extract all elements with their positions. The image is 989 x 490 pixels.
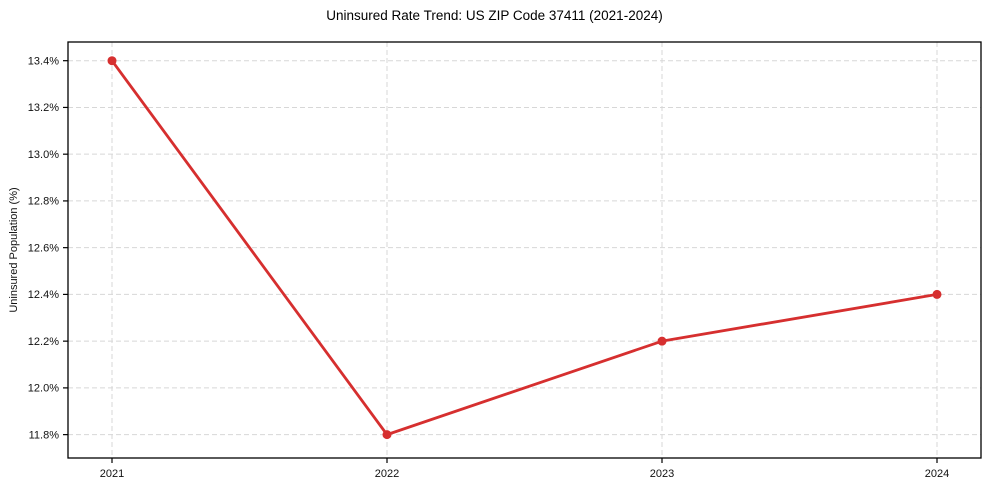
trend-line bbox=[110, 59, 939, 437]
x-tick-label: 2024 bbox=[925, 468, 949, 480]
data-point-2024 bbox=[932, 289, 942, 299]
y-tick-label: 12.8% bbox=[28, 196, 59, 208]
x-tick-label: 2023 bbox=[650, 468, 674, 480]
chart-title: Uninsured Rate Trend: US ZIP Code 37411 … bbox=[326, 8, 663, 23]
x-tick-label: 2021 bbox=[100, 468, 124, 480]
data-point-2021 bbox=[107, 56, 117, 66]
y-tick-label: 13.0% bbox=[28, 149, 59, 161]
y-tick-label: 12.6% bbox=[28, 242, 59, 254]
y-tick-label: 11.8% bbox=[29, 429, 60, 441]
y-tick-label: 12.2% bbox=[28, 336, 59, 348]
y-tick-label: 13.2% bbox=[28, 102, 59, 114]
plot-border bbox=[67, 41, 982, 459]
y-tick-label: 13.4% bbox=[28, 55, 59, 67]
data-point-2023 bbox=[657, 336, 667, 346]
x-tick-label: 2022 bbox=[375, 468, 399, 480]
data-point-2022 bbox=[382, 430, 392, 440]
y-tick-label: 12.4% bbox=[28, 289, 59, 301]
y-tick-label: 12.0% bbox=[28, 383, 59, 395]
